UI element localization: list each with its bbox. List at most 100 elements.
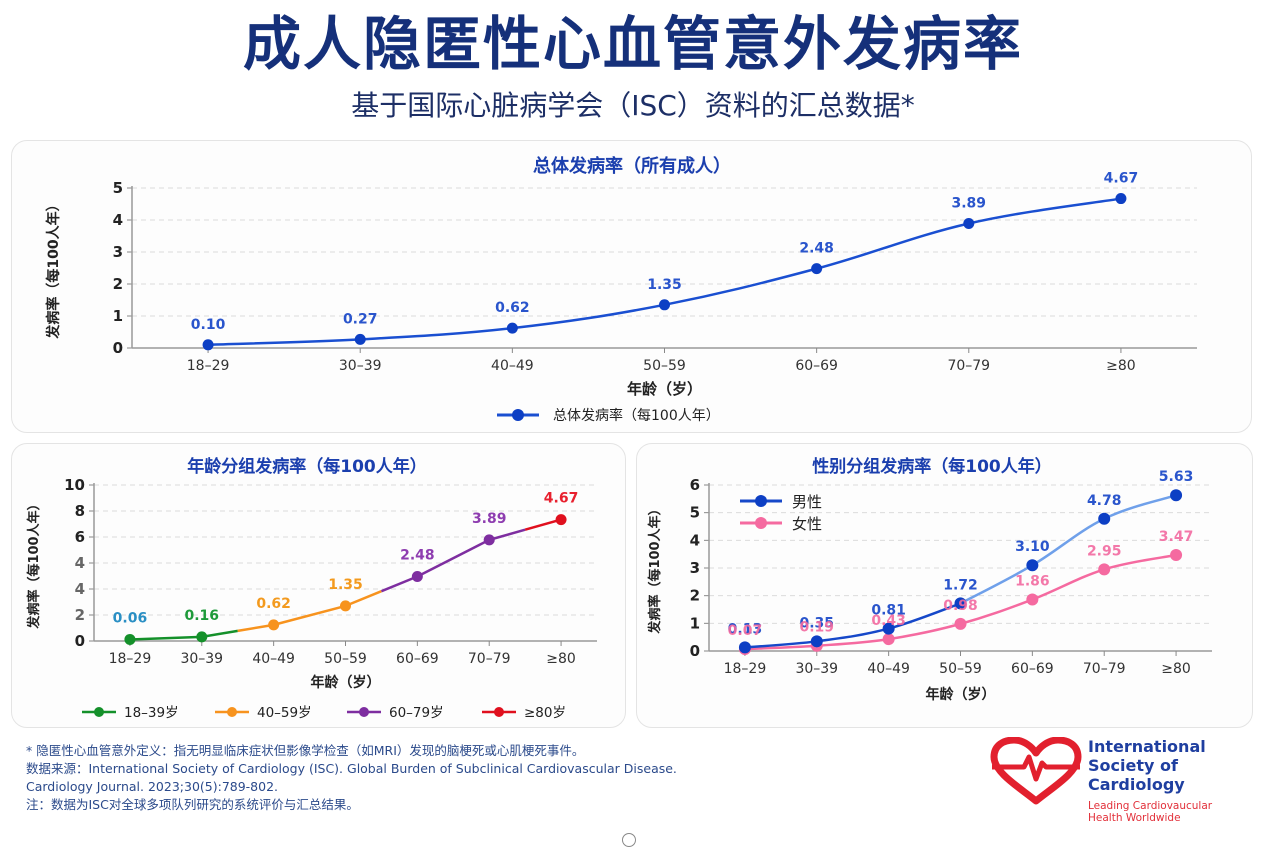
chart-title: 性别分组发病率（每100人年） [812,456,1052,477]
data-point [196,631,208,643]
x-tick-label: 40–49 [867,661,910,677]
chart-title: 总体发病率（所有成人） [533,155,731,177]
summary-note: 注：数据为ISC对全球多项队列研究的系统评价与汇总结果。 [26,797,359,812]
series-line-male-late [959,494,1177,605]
data-point-female [1098,563,1111,576]
x-tick-label: 30–39 [795,661,838,677]
data-label-female: 1.86 [1015,574,1050,590]
series-segment [380,575,418,593]
y-tick-label: 2 [75,606,85,624]
data-label: 0.06 [113,610,148,626]
x-tick-label: 30–39 [180,651,223,667]
page-title: 成人隐匿性心血管意外发病率 [242,10,1023,78]
data-point [963,218,975,230]
y-tick-label: 10 [64,476,85,494]
data-label-female: 0.07 [728,623,763,639]
y-tick-label: 3 [113,243,123,261]
data-point-male [1098,512,1111,525]
data-label-male: 0.13 [728,621,763,637]
y-tick-label: 5 [690,504,700,522]
data-label: 1.35 [647,277,682,293]
overall-chart-card: 0 1 2 3 4 5 18–29 30–39 40–49 50–59 60–69 70–79 ≥80 发… [11,140,1252,433]
y-tick-label: 0 [690,642,700,660]
legend-label: 40–59岁 [257,705,312,721]
data-point [124,633,136,645]
data-label-female: 0.98 [943,598,978,614]
data-point-male [738,641,751,654]
legend-label-overall: 总体发病率（每100人年） [553,407,720,424]
legend-label: 60–79岁 [389,705,444,721]
logo-line-1: International [1088,737,1206,756]
x-tick-label: 60–69 [1011,661,1054,677]
y-tick-label: 0 [75,632,85,650]
logo-line-2: Society of [1088,756,1178,775]
legend-label: 男性 [792,493,822,511]
y-tick-label: 4 [690,531,700,549]
series-segment [488,528,526,542]
data-label-male: 0.35 [800,615,835,631]
x-tick-label: ≥80 [546,651,576,667]
data-point-female [954,617,967,630]
data-point-male [954,597,967,610]
data-label: 0.62 [256,596,291,612]
data-label: 4.67 [1104,171,1139,187]
chart-title: 年龄分组发病率（每100人年） [187,456,427,477]
x-tick-label: 60–69 [795,358,838,374]
data-label: 4.67 [544,491,579,507]
page-subtitle: 基于国际心脏病学会（ISC）资料的汇总数据* [351,89,915,122]
data-label: 0.16 [185,608,220,624]
data-label-female: 0.43 [871,613,906,629]
x-tick-label: ≥80 [1161,661,1191,677]
y-tick-label: 4 [113,211,123,229]
logo-tagline-2: Health Worldwide [1088,812,1181,824]
y-axis-label: 发病率（每100人年） [647,502,663,634]
y-axis-label: 发病率（每100人年） [26,497,42,629]
logo-line-3: Cardiology [1088,775,1185,794]
data-point [354,333,366,345]
series-line-male-early [744,602,961,649]
y-tick-label: 8 [75,502,85,520]
series-segment [273,604,346,627]
sex-group-incidence-chart: 0 1 2 3 4 5 6 18–29 30–39 40–49 50–59 60–69 70–79 ≥80… [647,456,1212,703]
series-segment [129,635,202,641]
data-label: 2.48 [400,548,435,564]
isc-logo: International Society of Cardiology Lead… [984,735,1224,835]
overall-incidence-chart: 0 1 2 3 4 5 18–29 30–39 40–49 50–59 60–69 70–79 ≥80 发… [45,155,1197,424]
x-tick-label: 70–79 [947,358,990,374]
data-point-male [882,622,895,635]
definition-note: * 隐匿性心血管意外定义：指无明显临床症状但影像学检查（如MRI）发现的脑梗死或… [26,743,585,758]
x-axis-label: 年龄（岁） [926,686,996,703]
legend-label: ≥80岁 [524,705,566,721]
series-segment [237,623,274,633]
series-segment [345,590,382,608]
legend-label: 女性 [792,515,822,533]
series-segment [524,518,562,531]
x-tick-label: 18–29 [187,358,230,374]
logo-tagline-1: Leading Cardiovaucular [1088,800,1213,812]
data-label: 0.62 [495,300,530,316]
data-point [202,339,214,351]
x-tick-label: ≥80 [1106,358,1136,374]
age-group-incidence-chart: 0 2 4 4 6 8 10 18–29 30–39 40–49 50–59 60–69 70–79 ≥8… [26,456,597,721]
legend-marker [227,707,237,717]
series-segment [201,629,238,639]
data-label-male: 5.63 [1159,469,1194,485]
y-tick-label: 2 [690,587,700,605]
y-tick-label: 6 [690,476,700,494]
legend-marker [755,517,767,529]
data-label-female: 3.47 [1159,529,1194,545]
heart-ecg-icon [990,737,1082,805]
legend-marker [755,495,767,507]
data-label: 0.10 [191,317,226,333]
data-point [555,514,567,526]
data-point [268,619,280,631]
data-point [811,263,823,275]
data-label: 3.89 [472,511,507,527]
x-tick-label: 18–29 [724,661,767,677]
legend-marker [94,707,104,717]
footnotes: * 隐匿性心血管意外定义：指无明显临床症状但影像学检查（如MRI）发现的脑梗死或… [26,742,846,814]
series-segment [416,538,490,578]
x-tick-label: 70–79 [468,651,511,667]
data-label-female: 2.95 [1087,543,1122,559]
y-axis-label: 发病率（每100人年） [45,197,62,339]
